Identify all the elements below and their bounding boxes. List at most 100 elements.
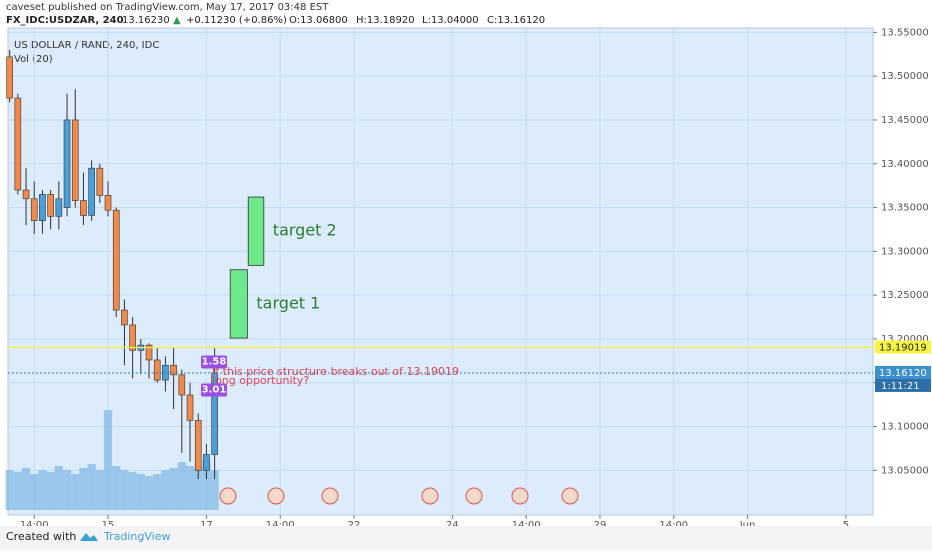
countdown: 1:11:21 (881, 381, 920, 392)
volume-bar (30, 474, 39, 510)
x-tick-label: Jun (739, 520, 756, 531)
target-label: target 1 (256, 293, 320, 312)
y-tick-label: 13.25000 (881, 290, 929, 301)
y-tick-label: 13.55000 (881, 27, 929, 38)
arrow: ▲ (173, 15, 181, 26)
price-tag-label: 13.19019 (879, 343, 927, 354)
volume-bar (202, 460, 211, 510)
candle-body (112, 209, 120, 311)
y-tick-label: 13.50000 (881, 71, 929, 82)
volume-bar (136, 474, 145, 510)
candle-body (170, 364, 177, 376)
volume-bar (95, 470, 104, 510)
volume-bar (161, 470, 170, 510)
volume-bar (128, 472, 137, 510)
volume-bar (13, 472, 22, 510)
volume-bar (120, 470, 129, 510)
volume-bar (194, 468, 203, 510)
candle-body (153, 359, 161, 381)
x-tick-label: 15 (102, 520, 115, 531)
volume-bar (112, 466, 121, 510)
candle-body (121, 309, 128, 326)
event-icon (267, 487, 285, 505)
candle-body (30, 198, 38, 221)
annotation: long opportunity? (212, 374, 309, 387)
candle-body (71, 119, 79, 201)
candle-body (186, 394, 194, 421)
volume-bar (62, 470, 72, 510)
candle-body (104, 194, 112, 211)
y-tick-label: 13.20000 (881, 334, 929, 345)
volume-bar (71, 474, 80, 510)
badge-label: 1.58 (202, 357, 227, 368)
candle-body (80, 200, 87, 216)
annotation: If this price structure breaks out of 13… (212, 365, 459, 378)
volume-bar (38, 470, 47, 510)
x-tick-label: 5 (843, 520, 849, 531)
footer-created: Created with (6, 530, 76, 543)
candle-body (96, 167, 104, 196)
target-label: target 2 (273, 221, 337, 240)
event-icon (219, 487, 237, 505)
target-box (247, 196, 265, 266)
candle-body (211, 372, 218, 455)
change: +0.11230 (+0.86%) (186, 15, 287, 26)
price-tag-label: 13.16120 (879, 368, 927, 379)
volume-bar (46, 472, 55, 510)
volume-bar (54, 466, 63, 510)
volume-bar (103, 410, 113, 510)
candle-body (6, 56, 13, 99)
x-tick-label: 29 (594, 520, 607, 531)
candle-body (63, 119, 71, 208)
badge (201, 383, 227, 397)
close: C:13.16120 (487, 15, 545, 26)
countdown-tag (875, 378, 931, 392)
y-tick-label: 13.10000 (881, 422, 929, 433)
price-tag (875, 365, 931, 379)
volume-bar (87, 464, 96, 510)
x-tick-label: 14:00 (659, 520, 688, 531)
x-tick-label: 14:00 (20, 520, 49, 531)
volume-bar (5, 470, 14, 510)
volume-bar (169, 468, 178, 510)
publisher: caveset published on TradingView.com, Ma… (6, 2, 329, 13)
volume-bar (210, 470, 219, 510)
volume-bar (79, 468, 88, 510)
badge-label: 3.01 (202, 385, 227, 396)
low: L:13.04000 (422, 15, 479, 26)
footer-brand[interactable]: TradingView (103, 530, 170, 543)
plot-area (7, 27, 874, 516)
candle-body (194, 420, 202, 471)
y-tick-label: 13.30000 (881, 246, 929, 257)
candle-body (22, 189, 30, 200)
event-icon (561, 487, 579, 505)
open: O:13.06800 (289, 15, 348, 26)
badge (201, 355, 227, 369)
volume-label: Vol (20) (14, 54, 53, 65)
y-tick-label: 13.40000 (881, 159, 929, 170)
y-tick-label: 13.05000 (881, 465, 929, 476)
high: H:13.18920 (356, 15, 415, 26)
candle-body (14, 97, 22, 191)
x-tick-label: 17 (200, 520, 213, 531)
volume-bar (144, 476, 154, 510)
event-icon (511, 487, 529, 505)
candle-body (129, 324, 136, 351)
volume-bar (185, 466, 195, 510)
candle-body (88, 167, 95, 216)
last-price: 13.16230 (122, 15, 170, 26)
x-tick-label: 22 (348, 520, 361, 531)
candle-body (39, 194, 46, 221)
price-tag (875, 340, 931, 354)
y-tick-label: 13.35000 (881, 203, 929, 214)
volume-bar (177, 462, 186, 510)
logo (80, 533, 98, 541)
y-tick-label: 13.45000 (881, 115, 929, 126)
candle-body (145, 344, 153, 361)
candle-body (178, 374, 186, 396)
event-icons (219, 487, 579, 505)
x-tick-label: 14:00 (266, 520, 295, 531)
candle-body (47, 194, 54, 217)
event-icon (321, 487, 339, 505)
